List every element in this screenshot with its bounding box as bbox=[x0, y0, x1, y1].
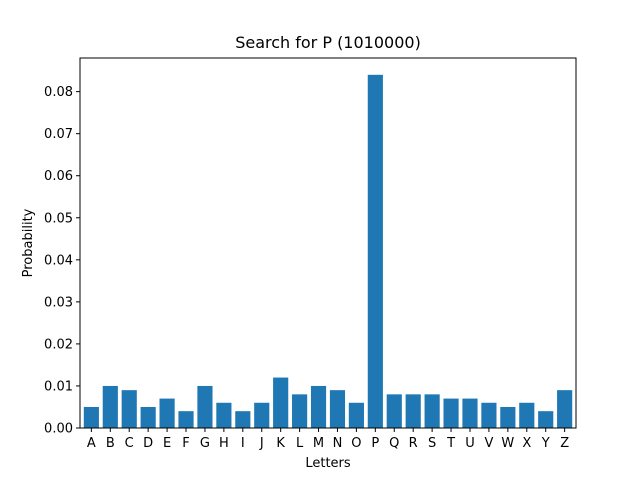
bar-I bbox=[235, 411, 251, 428]
x-tick-label: N bbox=[333, 436, 343, 451]
x-tick-label: H bbox=[219, 436, 229, 451]
bar-F bbox=[178, 411, 194, 428]
bar-S bbox=[424, 394, 440, 428]
bar-X bbox=[519, 402, 535, 428]
y-axis: 0.00 0.01 0.02 0.03 0.04 0.05 0.06 0.07 0.08 bbox=[44, 85, 80, 437]
x-tick-label: S bbox=[428, 436, 436, 451]
y-tick-label: 0.00 bbox=[44, 422, 73, 437]
x-tick-label: C bbox=[125, 436, 134, 451]
x-tick-label: X bbox=[522, 436, 531, 451]
bar-Y bbox=[538, 411, 554, 428]
x-tick-label: F bbox=[182, 436, 189, 451]
bar-N bbox=[329, 390, 346, 428]
plot-frame bbox=[79, 57, 577, 429]
bar-B bbox=[102, 385, 118, 428]
bar-P bbox=[367, 74, 383, 428]
y-tick-label: 0.02 bbox=[44, 337, 73, 352]
bar-E bbox=[159, 398, 175, 428]
y-tick-label: 0.04 bbox=[44, 253, 73, 268]
bar-V bbox=[481, 402, 497, 428]
bar-L bbox=[292, 394, 308, 428]
x-axis-label: Letters bbox=[305, 456, 351, 471]
bar-D bbox=[140, 406, 156, 428]
x-tick-label: T bbox=[446, 436, 455, 451]
x-tick-label: E bbox=[163, 436, 171, 451]
bar-A bbox=[83, 406, 99, 428]
y-tick-label: 0.03 bbox=[44, 295, 73, 310]
x-tick-label: M bbox=[313, 436, 324, 451]
bar-O bbox=[348, 402, 364, 428]
bar-G bbox=[197, 385, 213, 428]
x-tick-label: K bbox=[276, 436, 285, 451]
chart-title: Search for P (1010000) bbox=[235, 33, 421, 52]
x-tick-label: B bbox=[106, 436, 115, 451]
x-tick-label: P bbox=[371, 436, 379, 451]
y-tick-label: 0.05 bbox=[44, 211, 73, 226]
x-tick-label: L bbox=[296, 436, 304, 451]
bars-layer bbox=[83, 74, 573, 428]
x-tick-label: Y bbox=[541, 436, 550, 451]
y-axis-label: Probability bbox=[21, 208, 36, 277]
bar-R bbox=[405, 394, 421, 428]
y-tick-label: 0.01 bbox=[44, 379, 73, 394]
y-tick-label: 0.08 bbox=[44, 85, 73, 100]
x-tick-label: A bbox=[87, 436, 96, 451]
bar-M bbox=[310, 385, 327, 428]
x-tick-label: Q bbox=[389, 436, 399, 451]
bar-K bbox=[273, 377, 289, 428]
x-tick-label: U bbox=[465, 436, 475, 451]
bar-Z bbox=[557, 390, 573, 428]
x-tick-label: G bbox=[200, 436, 210, 451]
x-tick-label: W bbox=[501, 436, 514, 451]
y-tick-label: 0.07 bbox=[44, 127, 73, 142]
bar-Q bbox=[386, 394, 402, 428]
y-tick-label: 0.06 bbox=[44, 169, 73, 184]
bar-U bbox=[462, 398, 478, 428]
bar-T bbox=[443, 398, 459, 428]
bar-J bbox=[254, 402, 270, 428]
x-tick-label: I bbox=[241, 436, 245, 451]
x-tick-label: Z bbox=[560, 436, 569, 451]
x-tick-label: O bbox=[351, 436, 361, 451]
bar-W bbox=[500, 406, 516, 428]
x-tick-label: D bbox=[143, 436, 153, 451]
x-tick-label: V bbox=[484, 436, 493, 451]
x-tick-label: J bbox=[259, 436, 264, 451]
x-tick-label: R bbox=[409, 436, 418, 451]
bar-H bbox=[216, 402, 232, 428]
bar-C bbox=[121, 390, 137, 428]
